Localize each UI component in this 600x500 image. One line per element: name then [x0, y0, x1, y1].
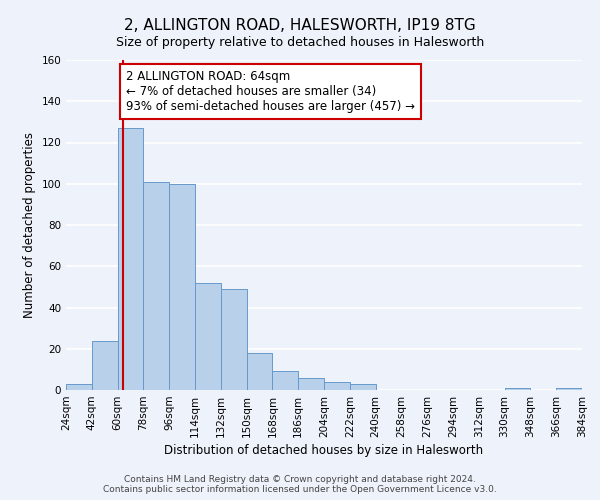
- Bar: [556, 388, 582, 390]
- Bar: [350, 384, 376, 390]
- X-axis label: Distribution of detached houses by size in Halesworth: Distribution of detached houses by size …: [164, 444, 484, 457]
- Text: Contains HM Land Registry data © Crown copyright and database right 2024.
Contai: Contains HM Land Registry data © Crown c…: [103, 474, 497, 494]
- Bar: [272, 372, 298, 390]
- Text: 2, ALLINGTON ROAD, HALESWORTH, IP19 8TG: 2, ALLINGTON ROAD, HALESWORTH, IP19 8TG: [124, 18, 476, 32]
- Bar: [247, 353, 272, 390]
- Bar: [505, 388, 530, 390]
- Text: 2 ALLINGTON ROAD: 64sqm
← 7% of detached houses are smaller (34)
93% of semi-det: 2 ALLINGTON ROAD: 64sqm ← 7% of detached…: [126, 70, 415, 114]
- Y-axis label: Number of detached properties: Number of detached properties: [23, 132, 36, 318]
- Bar: [143, 182, 169, 390]
- Bar: [298, 378, 324, 390]
- Bar: [66, 384, 92, 390]
- Bar: [195, 283, 221, 390]
- Bar: [221, 289, 247, 390]
- Bar: [92, 340, 118, 390]
- Text: Size of property relative to detached houses in Halesworth: Size of property relative to detached ho…: [116, 36, 484, 49]
- Bar: [169, 184, 195, 390]
- Bar: [118, 128, 143, 390]
- Bar: [324, 382, 350, 390]
